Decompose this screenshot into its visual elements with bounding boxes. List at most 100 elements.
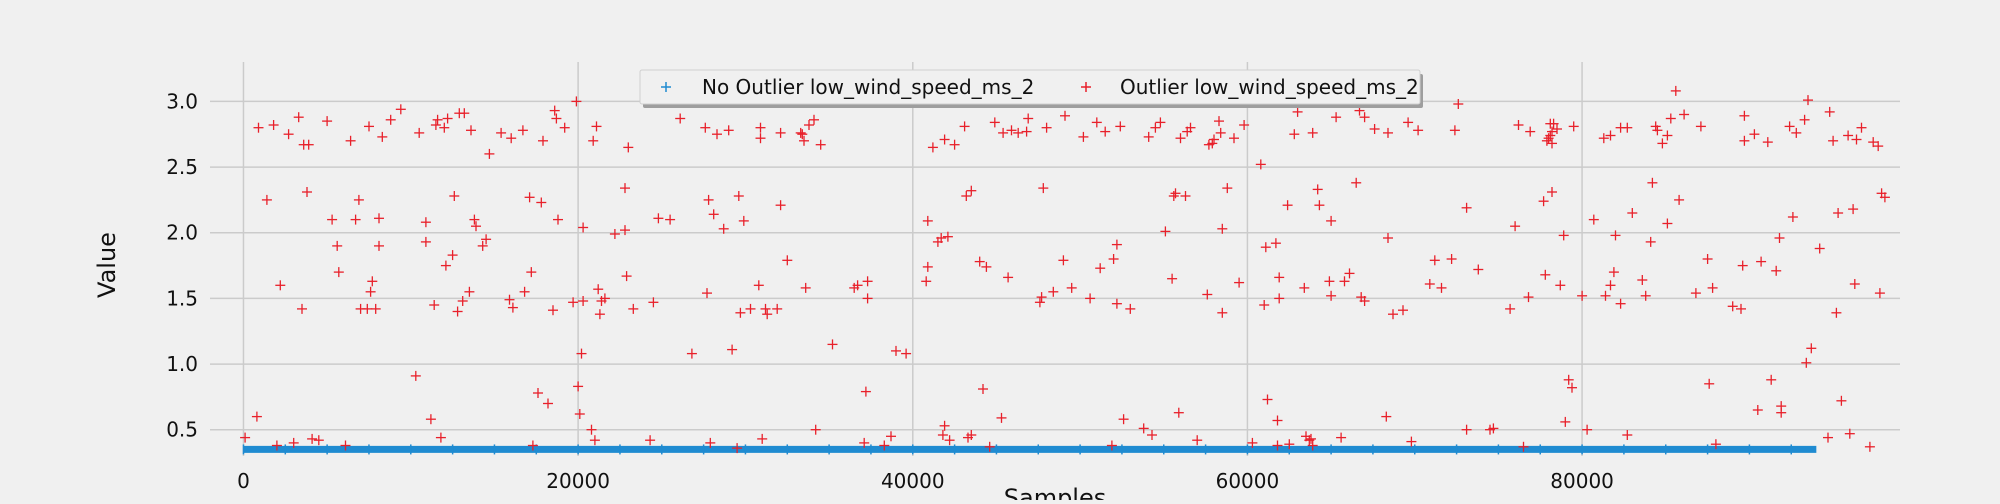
outlier-point bbox=[1707, 282, 1718, 293]
outlier-point bbox=[859, 437, 870, 448]
outlier-point bbox=[1864, 441, 1875, 452]
legend-box bbox=[639, 69, 1421, 105]
outlier-point bbox=[1670, 85, 1681, 96]
outlier-point bbox=[1645, 236, 1656, 247]
outlier-point bbox=[1505, 303, 1516, 314]
outlier-point bbox=[700, 122, 711, 133]
outlier-point bbox=[1548, 118, 1559, 129]
outlier-point bbox=[1222, 183, 1233, 194]
outlier-point bbox=[293, 112, 304, 123]
outlier-point bbox=[1106, 440, 1117, 451]
outlier-point bbox=[1605, 280, 1616, 291]
outlier-point bbox=[432, 114, 443, 125]
outlier-point bbox=[795, 127, 806, 138]
x-axis-label: Samples bbox=[1004, 484, 1107, 500]
outlier-point bbox=[1739, 110, 1750, 121]
outlier-point bbox=[1801, 357, 1812, 368]
outlier-point bbox=[974, 256, 985, 267]
outlier-point bbox=[536, 197, 547, 208]
outlier-point bbox=[1383, 127, 1393, 138]
outlier-point bbox=[1398, 305, 1408, 316]
outlier-point bbox=[1125, 303, 1136, 314]
outlier-point bbox=[1640, 290, 1651, 301]
outlier-point bbox=[1449, 125, 1460, 136]
outlier-point bbox=[1600, 290, 1611, 301]
outlier-point bbox=[1752, 405, 1763, 415]
outlier-point bbox=[504, 294, 515, 305]
outlier-point bbox=[1307, 127, 1318, 138]
outlier-point bbox=[271, 440, 282, 451]
outlier-point bbox=[574, 409, 585, 419]
outlier-point bbox=[609, 229, 620, 239]
outlier-point bbox=[1180, 191, 1191, 201]
outlier-point bbox=[1563, 374, 1574, 385]
outlier-point bbox=[517, 125, 528, 136]
outlier-point bbox=[1568, 121, 1579, 132]
outlier-point bbox=[1272, 415, 1283, 426]
outlier-point bbox=[251, 411, 262, 422]
outlier-point bbox=[1610, 230, 1621, 241]
outlier-point bbox=[1326, 290, 1337, 301]
legend-label-outlier: Outlier low_wind_speed_ms_2 bbox=[1120, 75, 1419, 99]
y-tick-label: 3.0 bbox=[166, 89, 198, 113]
outlier-point bbox=[675, 113, 686, 124]
outlier-point bbox=[735, 307, 746, 318]
outlier-point bbox=[797, 129, 808, 140]
outlier-point bbox=[1541, 135, 1552, 146]
outlier-point bbox=[628, 303, 639, 314]
outlier-point bbox=[937, 430, 948, 440]
outlier-point bbox=[623, 142, 634, 153]
outlier-point bbox=[288, 437, 299, 448]
outlier-point bbox=[1351, 177, 1362, 188]
series-no-outlier bbox=[242, 444, 1817, 455]
outlier-point bbox=[1239, 120, 1250, 130]
outlier-point bbox=[1608, 267, 1619, 278]
outlier-point bbox=[755, 122, 766, 133]
outlier-point bbox=[1547, 187, 1557, 197]
outlier-point bbox=[1260, 242, 1271, 253]
outlier-point bbox=[322, 116, 333, 127]
outlier-point bbox=[533, 388, 543, 398]
outlier-point bbox=[268, 120, 279, 130]
outlier-point bbox=[1844, 428, 1855, 439]
outlier-point bbox=[1115, 121, 1126, 132]
outlier-point bbox=[1170, 188, 1181, 199]
outlier-point bbox=[1331, 112, 1342, 123]
outlier-point bbox=[594, 309, 605, 320]
outlier-point bbox=[939, 134, 950, 145]
outlier-point bbox=[1058, 255, 1069, 266]
outlier-point bbox=[891, 345, 901, 356]
outlier-point bbox=[753, 280, 764, 291]
outlier-point bbox=[452, 306, 463, 317]
outlier-point bbox=[702, 288, 712, 299]
y-axis-label: Value bbox=[93, 232, 121, 298]
outlier-point bbox=[1270, 238, 1281, 249]
outlier-point bbox=[1255, 159, 1266, 170]
outlier-point bbox=[571, 96, 582, 107]
outlier-point bbox=[1036, 292, 1047, 303]
outlier-point bbox=[275, 280, 286, 291]
outlier-point bbox=[1766, 374, 1777, 385]
outlier-point bbox=[1336, 432, 1347, 443]
outlier-point bbox=[1879, 192, 1890, 203]
outlier-point bbox=[862, 276, 873, 287]
y-tick-label: 1.0 bbox=[166, 352, 198, 376]
outlier-point bbox=[1413, 125, 1424, 136]
outlier-point bbox=[367, 276, 378, 287]
legend-marker-no-outlier bbox=[661, 82, 671, 92]
outlier-point bbox=[1774, 233, 1785, 243]
outlier-point bbox=[1369, 124, 1380, 134]
outlier-point bbox=[827, 339, 838, 350]
outlier-point bbox=[333, 267, 344, 278]
outlier-point bbox=[1143, 131, 1154, 142]
outlier-point bbox=[757, 433, 768, 444]
outlier-point bbox=[578, 296, 589, 306]
outlier-point bbox=[568, 297, 579, 308]
outlier-point bbox=[1312, 184, 1323, 195]
series-layer bbox=[240, 85, 1890, 455]
outlier-point bbox=[469, 214, 480, 225]
outlier-point bbox=[1627, 208, 1638, 218]
outlier-point bbox=[524, 192, 535, 203]
outlier-point bbox=[589, 435, 600, 446]
outlier-point bbox=[1555, 280, 1566, 291]
